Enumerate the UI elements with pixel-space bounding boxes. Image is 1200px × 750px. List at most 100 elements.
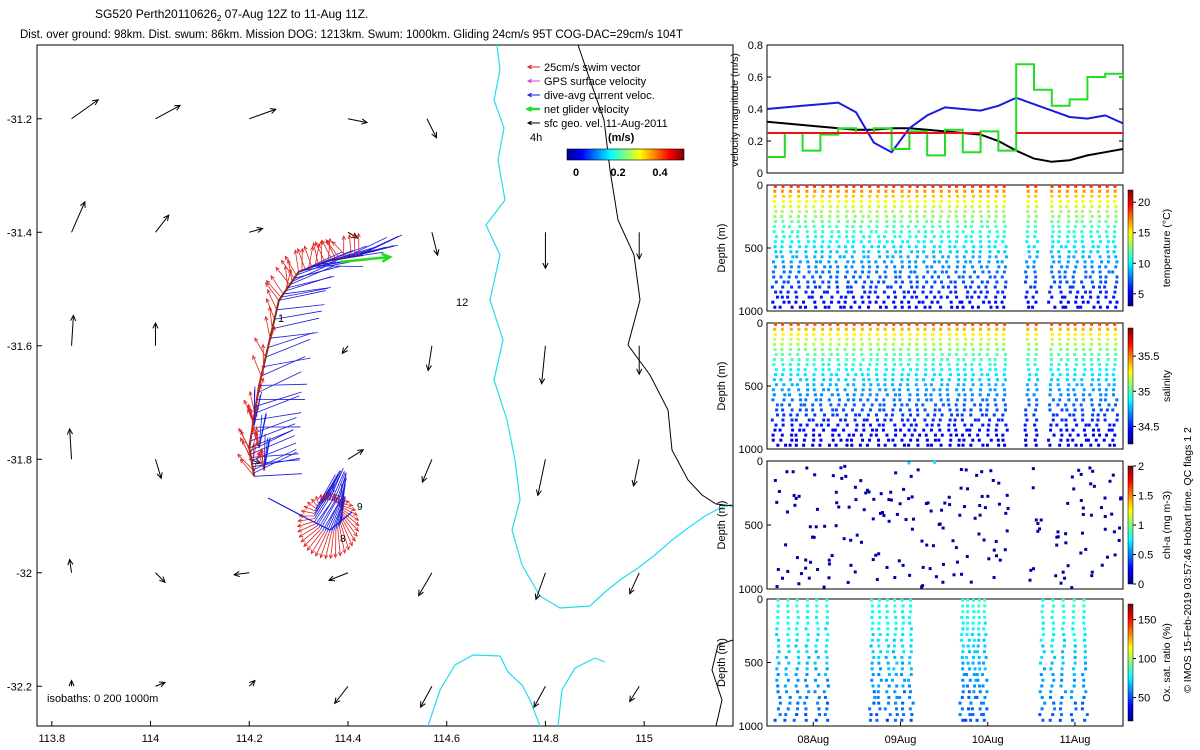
- swim-vector-head: [280, 259, 286, 265]
- data-point: [852, 433, 856, 437]
- data-point: [987, 393, 991, 397]
- data-point: [929, 398, 933, 402]
- data-point: [900, 403, 904, 407]
- data-point: [914, 209, 918, 213]
- data-point: [876, 199, 880, 203]
- data-point: [814, 235, 818, 239]
- isobath-0m-b: [557, 657, 606, 726]
- profile-colorbar: [1127, 603, 1134, 722]
- data-point: [811, 535, 815, 539]
- velocity-y-ticks: 00.20.40.60.8: [748, 40, 1123, 180]
- current-vector: [261, 356, 306, 377]
- data-point: [940, 508, 944, 512]
- data-point: [1075, 260, 1079, 264]
- data-point: [1063, 638, 1067, 642]
- swim-vector: [298, 518, 315, 522]
- data-point: [1082, 388, 1086, 392]
- data-point: [783, 718, 787, 722]
- data-point: [973, 418, 977, 422]
- current-vector: [294, 265, 341, 279]
- profile-y-tick-label: 500: [745, 658, 763, 670]
- data-point: [1104, 275, 1108, 279]
- data-point: [1089, 327, 1093, 331]
- data-point: [923, 383, 927, 387]
- data-point: [979, 184, 983, 188]
- data-point: [867, 332, 871, 336]
- data-point: [797, 209, 801, 213]
- swim-vector-head: [241, 439, 246, 445]
- data-point: [813, 322, 817, 326]
- data-point: [804, 337, 808, 341]
- data-point: [1067, 250, 1071, 254]
- data-point: [939, 347, 943, 351]
- data-point: [931, 184, 935, 188]
- data-point: [908, 393, 912, 397]
- data-point: [958, 513, 962, 517]
- data-point: [843, 388, 847, 392]
- data-point: [1096, 295, 1100, 299]
- data-point: [815, 638, 819, 642]
- data-point: [963, 322, 967, 326]
- data-point: [933, 413, 937, 417]
- data-point: [773, 265, 777, 269]
- data-point: [1090, 322, 1094, 326]
- data-point: [854, 428, 858, 432]
- data-point: [923, 373, 927, 377]
- data-point: [1113, 337, 1117, 341]
- current-vector: [253, 394, 261, 426]
- data-point: [884, 194, 888, 198]
- data-point: [939, 398, 943, 402]
- data-point: [1072, 378, 1076, 382]
- current-vector: [267, 332, 314, 349]
- data-point: [875, 368, 879, 372]
- data-point: [925, 295, 929, 299]
- data-point: [786, 280, 790, 284]
- data-point: [1079, 499, 1083, 503]
- data-point: [868, 393, 872, 397]
- data-point: [1073, 342, 1077, 346]
- data-point: [915, 204, 919, 208]
- data-point: [885, 240, 889, 244]
- data-point: [837, 235, 841, 239]
- data-point: [1026, 209, 1030, 213]
- data-point: [895, 512, 899, 516]
- data-point: [835, 225, 839, 229]
- data-point: [914, 423, 918, 427]
- data-point: [1057, 270, 1061, 274]
- data-point: [828, 265, 832, 269]
- data-point: [1028, 255, 1032, 259]
- data-point: [1035, 418, 1039, 422]
- data-point: [1055, 535, 1059, 539]
- data-point: [885, 220, 889, 224]
- profile-y-tick-label: 500: [745, 520, 763, 532]
- data-point: [849, 438, 853, 442]
- data-point: [1100, 260, 1104, 264]
- data-point: [1091, 240, 1095, 244]
- data-point: [884, 358, 888, 362]
- data-point: [1064, 423, 1068, 427]
- data-point: [894, 471, 898, 475]
- geo-vector-arrow-head: [156, 472, 163, 480]
- data-point: [878, 408, 882, 412]
- data-point: [876, 322, 880, 326]
- data-point: [971, 184, 975, 188]
- data-point: [772, 199, 776, 203]
- data-point: [790, 285, 794, 289]
- data-point: [898, 398, 902, 402]
- current-vector: [249, 429, 294, 452]
- data-point: [860, 189, 864, 193]
- map-frame: [36, 44, 734, 727]
- data-point: [876, 383, 880, 387]
- data-point: [925, 280, 929, 284]
- data-point: [836, 209, 840, 213]
- data-point: [821, 189, 825, 193]
- swim-vector: [297, 520, 316, 527]
- swim-vector-head: [324, 554, 329, 560]
- data-point: [1065, 378, 1069, 382]
- data-point: [827, 245, 831, 249]
- data-point: [1111, 373, 1115, 377]
- data-point: [1066, 501, 1070, 505]
- data-point: [1035, 388, 1039, 392]
- data-point: [994, 240, 998, 244]
- data-point: [1051, 240, 1055, 244]
